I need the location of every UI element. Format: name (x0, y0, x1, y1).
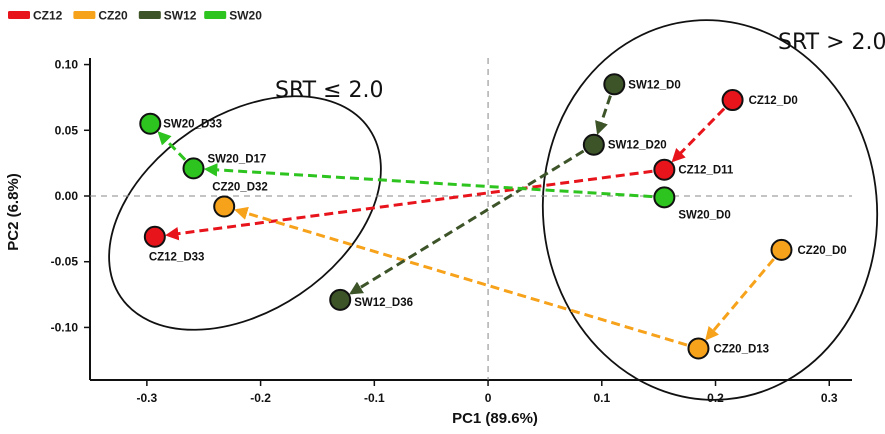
y-tick-label: 0.10 (55, 58, 79, 72)
ellipse-srt-le-2 (108, 95, 382, 331)
point-sw20-d17 (182, 157, 205, 180)
point-label-sw20-d17: SW20_D17 (207, 153, 266, 165)
point-label-cz12-d11: CZ12_D11 (678, 165, 734, 177)
point-cz20-d0 (770, 238, 793, 261)
point-sw12-d20 (582, 133, 605, 156)
data-points: CZ12_D0 CZ12_D11 CZ12_D33 CZ20_D0 CZ20_D13 CZ… (139, 73, 847, 360)
point-sw12-d36 (329, 288, 352, 311)
arrow-cz20-d0-to-cz20-d13 (705, 258, 775, 341)
point-label-cz12-d33: CZ12_D33 (149, 252, 205, 264)
point-label-cz20-d32: CZ20_D32 (212, 182, 268, 194)
point-label-sw12-d0: SW12_D0 (628, 79, 680, 91)
legend-swatch-cz12 (8, 11, 30, 19)
point-label-sw20-d0: SW20_D0 (678, 209, 730, 221)
arrow-sw12-d0-to-sw12-d20 (595, 95, 612, 135)
annotation-srt-gt-2: SRT > 2.0 (778, 30, 885, 55)
y-tick-label: -0.10 (51, 320, 79, 334)
arrow-sw12-d20-to-sw12-d36 (348, 149, 585, 295)
point-sw20-d0 (653, 186, 676, 209)
legend-label-cz20: CZ20 (98, 9, 128, 23)
y-tick-label: -0.05 (51, 255, 79, 269)
legend-swatch-sw12 (138, 11, 161, 19)
reference-lines (90, 58, 852, 380)
group-ellipses (108, 19, 879, 401)
point-cz12-d33 (143, 225, 166, 248)
arrow-cz12-d11-to-cz12-d33 (165, 169, 653, 241)
point-label-cz20-d0: CZ20_D0 (797, 245, 846, 257)
point-label-cz20-d13: CZ20_D13 (713, 343, 769, 355)
legend-label-sw12: SW12 (164, 9, 197, 23)
legend-label-sw20: SW20 (229, 9, 262, 23)
point-label-sw12-d20: SW12_D20 (608, 140, 667, 152)
arrow-sw20-d17-to-sw20-d33 (157, 131, 187, 161)
point-cz20-d32 (213, 195, 236, 218)
x-tick-label: 0.2 (707, 391, 724, 405)
point-cz12-d11 (653, 158, 676, 181)
ellipse-srt-gt-2 (541, 19, 879, 401)
axes: -0.3 -0.2 -0.1 0 0.1 0.2 0.30.100.050.00-0.05-… (51, 58, 852, 405)
point-sw20-d33 (139, 112, 162, 135)
legend: CZ12 CZ20 SW12 SW20 (8, 9, 262, 23)
point-cz12-d0 (721, 89, 744, 112)
point-label-sw20-d33: SW20_D33 (163, 119, 222, 131)
x-tick-label: -0.1 (364, 391, 385, 405)
y-axis-title: PC2 (6.8%) (5, 173, 22, 251)
y-tick-label: 0.05 (55, 123, 79, 137)
x-tick-label: 0 (485, 391, 492, 405)
y-tick-label: 0.00 (55, 189, 79, 203)
arrow-sw20-d0-to-sw20-d17 (203, 163, 653, 199)
arrow-cz12-d0-to-cz12-d11 (671, 107, 726, 163)
annotation-srt-le-2: SRT ≤ 2.0 (275, 78, 384, 103)
legend-label-cz12: CZ12 (33, 9, 63, 23)
x-tick-label: -0.2 (250, 391, 271, 405)
point-label-cz12-d0: CZ12_D0 (749, 95, 798, 107)
arrow-cz20-d13-to-cz20-d32 (234, 206, 688, 347)
point-sw12-d0 (603, 73, 626, 96)
point-cz20-d13 (687, 337, 710, 360)
point-label-sw12-d36: SW12_D36 (354, 297, 413, 309)
x-tick-label: -0.3 (137, 391, 158, 405)
trajectory-arrows (157, 95, 775, 347)
legend-swatch-sw20 (204, 11, 227, 19)
legend-swatch-cz20 (73, 11, 96, 19)
x-tick-label: 0.1 (593, 391, 610, 405)
x-axis-title: PC1 (89.6%) (452, 410, 538, 427)
x-tick-label: 0.3 (821, 391, 838, 405)
